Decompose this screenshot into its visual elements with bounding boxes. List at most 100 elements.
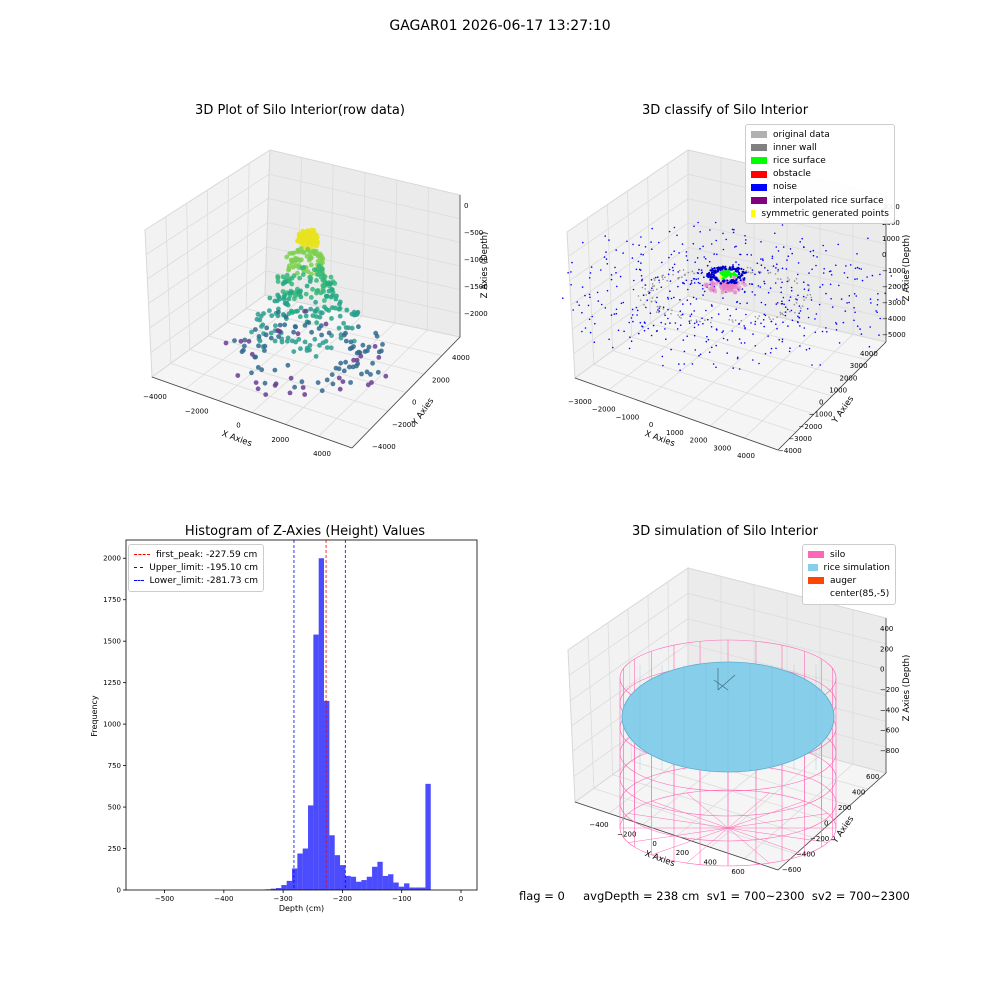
noise-point (805, 349, 808, 351)
noise-point (781, 302, 784, 305)
noise-point (736, 267, 739, 270)
noise-point (829, 283, 832, 286)
noise-point (731, 280, 734, 283)
noise-point (678, 363, 680, 365)
noise-point (640, 253, 642, 255)
noise-point (664, 314, 666, 317)
data-point (308, 262, 314, 268)
noise-point (702, 245, 704, 248)
data-point (362, 349, 368, 354)
noise-point (843, 272, 846, 274)
data-point (368, 372, 373, 377)
wall-point (734, 319, 737, 322)
noise-point (677, 271, 679, 273)
noise-point (616, 285, 618, 288)
noise-point (807, 316, 810, 319)
noise-point (664, 328, 666, 330)
noise-point (844, 310, 847, 312)
noise-point (859, 328, 861, 330)
histogram-bar (286, 880, 293, 890)
tick-label: 4000 (860, 350, 878, 358)
noise-point (788, 299, 791, 302)
rice-surface-point (723, 273, 726, 277)
tick-label: 400 (880, 625, 893, 633)
tick-label: −2000 (464, 310, 488, 318)
noise-point (787, 325, 789, 327)
silo-line (727, 792, 770, 829)
wall-point (651, 283, 654, 285)
noise-point (692, 242, 695, 245)
data-point (239, 349, 245, 355)
noise-point (694, 261, 696, 264)
y-tick-label: 500 (108, 804, 121, 812)
noise-point (866, 276, 868, 278)
noise-point (845, 265, 847, 267)
noise-point (622, 252, 624, 254)
noise-point (567, 272, 569, 274)
wall-point (687, 271, 690, 274)
data-point (356, 324, 361, 330)
wall-point (710, 266, 713, 269)
noise-point (683, 282, 685, 285)
data-point (326, 330, 332, 336)
noise-point (739, 253, 742, 256)
noise-point (762, 259, 764, 262)
noise-point (764, 303, 767, 306)
noise-point (694, 349, 697, 351)
noise-point (731, 330, 733, 332)
noise-point (764, 267, 766, 269)
grid-line (147, 197, 461, 280)
wall-point (653, 279, 656, 281)
data-point (290, 264, 296, 270)
noise-point (647, 327, 649, 330)
legend-swatch (751, 144, 767, 152)
data-point (298, 346, 303, 352)
wall-point (704, 319, 706, 322)
tick-label: 4000 (313, 450, 331, 458)
silo-line (727, 827, 805, 856)
histogram-bar (292, 868, 298, 890)
grid-line (570, 618, 887, 701)
noise-point (870, 302, 872, 304)
data-point (328, 274, 334, 280)
tick-label: −3000 (882, 299, 906, 307)
wall-point (750, 272, 752, 274)
silo-line (686, 827, 729, 864)
data-point (360, 342, 366, 348)
silo-line (727, 827, 770, 864)
noise-point (875, 310, 877, 312)
legend-item: symmetric generated points (751, 207, 889, 220)
legend-item: inner wall (751, 141, 889, 154)
panel3-legend: first_peak: -227.59 cm Upper_limit: -195… (128, 544, 264, 592)
noise-point (791, 319, 794, 322)
histogram-bar (420, 887, 426, 890)
noise-point (679, 369, 681, 372)
noise-point (711, 317, 713, 319)
noise-point (572, 309, 574, 311)
noise-point (858, 267, 861, 270)
tick-label: −400 (880, 706, 899, 714)
legend-label: rice simulation (823, 562, 890, 573)
silo-line (651, 800, 729, 829)
data-point (314, 288, 320, 294)
noise-point (686, 299, 689, 302)
noise-point (651, 248, 653, 250)
noise-point (876, 311, 878, 314)
noise-point (797, 294, 799, 297)
data-point (295, 331, 301, 337)
status-line: flag = 0 avgDepth = 238 cm sv1 = 700~230… (519, 889, 910, 903)
noise-point (739, 274, 743, 277)
noise-point (697, 324, 700, 326)
data-point (275, 328, 281, 333)
wall-point (789, 310, 791, 313)
data-point (291, 273, 297, 279)
noise-point (738, 338, 741, 340)
histogram-bar (297, 853, 303, 890)
noise-point (853, 293, 856, 295)
noise-point (744, 235, 746, 237)
noise-point (868, 345, 871, 348)
noise-point (759, 286, 762, 288)
noise-point (713, 267, 716, 270)
noise-point (782, 321, 784, 324)
noise-point (743, 277, 746, 280)
